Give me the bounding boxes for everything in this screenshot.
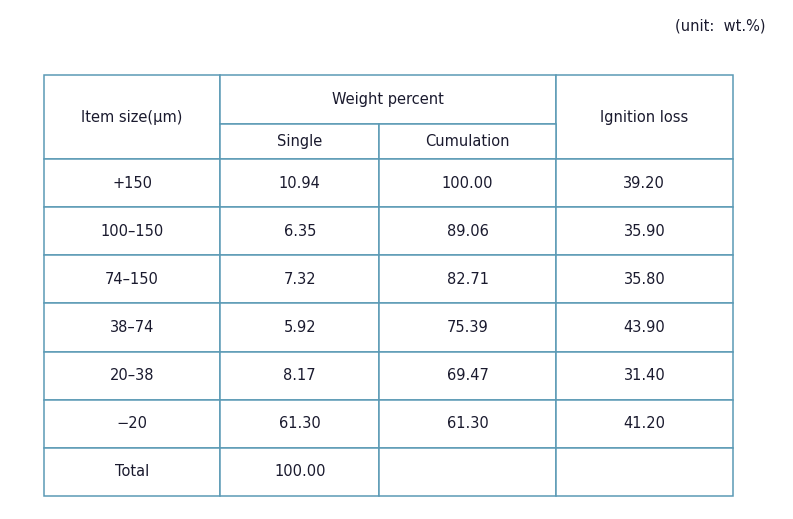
Bar [44, 400, 220, 447]
Text: Weight percent: Weight percent [332, 92, 444, 107]
Bar [556, 447, 733, 496]
Text: 61.30: 61.30 [279, 416, 320, 431]
Bar [44, 304, 220, 351]
Bar [44, 351, 220, 400]
Text: 39.20: 39.20 [623, 176, 665, 191]
Text: 61.30: 61.30 [446, 416, 488, 431]
Text: 5.92: 5.92 [283, 320, 316, 335]
Bar [44, 159, 220, 208]
Text: Cumulation: Cumulation [425, 134, 510, 149]
Text: −20: −20 [117, 416, 147, 431]
Bar [220, 255, 379, 304]
Text: 7.32: 7.32 [283, 272, 316, 287]
Text: 31.40: 31.40 [623, 368, 665, 383]
Text: Total: Total [115, 464, 149, 479]
Bar [220, 447, 379, 496]
Text: 20–38: 20–38 [109, 368, 155, 383]
Text: 10.94: 10.94 [279, 176, 320, 191]
Bar [44, 208, 220, 255]
Bar [379, 208, 556, 255]
Text: 41.20: 41.20 [623, 416, 665, 431]
Bar [556, 75, 733, 159]
Bar [220, 351, 379, 400]
Text: Single: Single [278, 134, 323, 149]
Bar [220, 208, 379, 255]
Bar [220, 75, 556, 124]
Bar [220, 304, 379, 351]
Text: +150: +150 [112, 176, 152, 191]
Text: 35.80: 35.80 [623, 272, 665, 287]
Bar [379, 400, 556, 447]
Text: 82.71: 82.71 [446, 272, 488, 287]
Bar [44, 75, 220, 159]
Bar [379, 304, 556, 351]
Bar [556, 159, 733, 208]
Bar [379, 159, 556, 208]
Bar [220, 159, 379, 208]
Bar [556, 351, 733, 400]
Text: 89.06: 89.06 [446, 224, 488, 239]
Bar [44, 447, 220, 496]
Text: 75.39: 75.39 [446, 320, 488, 335]
Text: 100.00: 100.00 [442, 176, 493, 191]
Bar [379, 124, 556, 159]
Bar [44, 255, 220, 304]
Text: 74–150: 74–150 [105, 272, 159, 287]
Bar [556, 255, 733, 304]
Bar [556, 400, 733, 447]
Bar [379, 351, 556, 400]
Bar [379, 255, 556, 304]
Bar [220, 124, 379, 159]
Text: (unit:  wt.%): (unit: wt.%) [675, 18, 765, 33]
Text: 69.47: 69.47 [446, 368, 488, 383]
Text: Item size(μm): Item size(μm) [82, 110, 182, 125]
Text: 43.90: 43.90 [623, 320, 665, 335]
Bar [556, 304, 733, 351]
Text: Ignition loss: Ignition loss [600, 110, 688, 125]
Bar [220, 400, 379, 447]
Bar [379, 447, 556, 496]
Text: 6.35: 6.35 [284, 224, 316, 239]
Text: 100–150: 100–150 [101, 224, 163, 239]
Text: 8.17: 8.17 [283, 368, 316, 383]
Text: 35.90: 35.90 [623, 224, 665, 239]
Text: 100.00: 100.00 [274, 464, 326, 479]
Text: 38–74: 38–74 [109, 320, 154, 335]
Bar [556, 208, 733, 255]
